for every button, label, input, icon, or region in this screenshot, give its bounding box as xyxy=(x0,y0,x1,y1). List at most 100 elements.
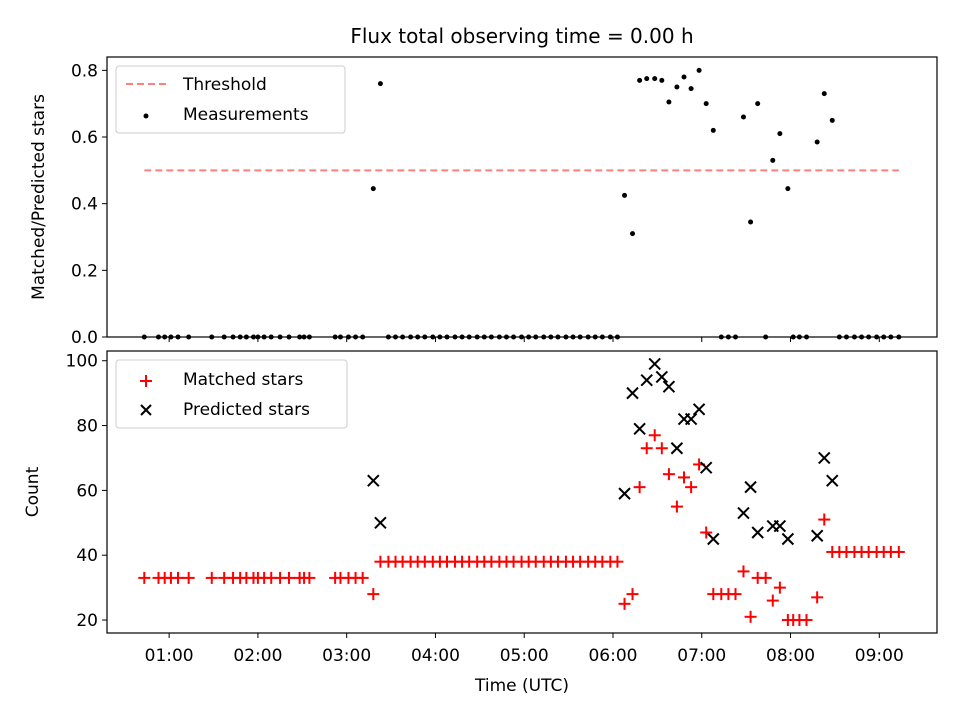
measurement-point xyxy=(370,186,376,192)
matched-point xyxy=(205,571,218,584)
y-tick-label: 100 xyxy=(66,352,98,372)
y-tick-label: 0.8 xyxy=(71,61,98,81)
predicted-point xyxy=(618,487,631,500)
predicted-point xyxy=(692,403,706,416)
matched-point xyxy=(766,594,779,607)
predicted-point xyxy=(633,422,646,436)
y-tick-label: 40 xyxy=(76,546,98,566)
predicted-point xyxy=(684,412,698,426)
matched-point xyxy=(737,565,750,578)
matched-point xyxy=(633,481,646,494)
measurement-point xyxy=(740,114,746,120)
ratio-x-ticks xyxy=(168,337,880,342)
count-legend-box xyxy=(115,359,348,429)
matched-legend-swatch xyxy=(140,375,152,387)
predicted-legend-label: Predicted stars xyxy=(183,400,310,420)
measurement-point xyxy=(710,127,716,133)
predicted-point xyxy=(707,532,720,546)
predicted-point xyxy=(670,442,684,455)
x-tick-label: 08:00 xyxy=(766,646,815,666)
y-tick-label: 20 xyxy=(76,611,98,631)
predicted-point xyxy=(699,461,713,474)
ratio-legend-box xyxy=(115,65,346,134)
predicted-point xyxy=(818,451,831,465)
measurement-point xyxy=(637,77,643,83)
x-tick-label: 02:00 xyxy=(233,646,282,666)
matched-point xyxy=(800,614,813,627)
ratio-y-axis-label: Matched/Predicted stars xyxy=(29,94,49,300)
measurement-point xyxy=(748,219,754,225)
matched-point xyxy=(744,610,757,623)
measurement-point xyxy=(829,117,835,123)
measurement-point xyxy=(755,101,761,107)
measurement-point xyxy=(821,91,827,97)
matched-point xyxy=(759,571,772,584)
predicted-point xyxy=(648,357,661,371)
matched-point xyxy=(670,500,683,513)
x-tick-label: 01:00 xyxy=(145,646,194,666)
predicted-point xyxy=(655,370,669,384)
matched-point xyxy=(640,442,653,455)
x-tick-label: 07:00 xyxy=(677,646,726,666)
predicted-point xyxy=(374,516,387,530)
measurements-legend-label: Measurements xyxy=(183,105,309,125)
count-legend: Matched stars Predicted stars xyxy=(115,359,348,429)
matched-point xyxy=(811,591,824,604)
measurement-point xyxy=(703,101,709,107)
measurement-point xyxy=(666,99,672,105)
measurement-point xyxy=(696,67,702,73)
x-tick-label: 09:00 xyxy=(855,646,904,666)
predicted-point xyxy=(751,526,764,539)
series-predicted-stars xyxy=(367,357,839,546)
predicted-point xyxy=(781,532,795,546)
measurement-point xyxy=(681,74,687,80)
count-y-axis: 20 40 60 80 100 xyxy=(66,352,107,631)
count-axes-frame xyxy=(106,350,938,634)
y-tick-label: 0.0 xyxy=(71,328,98,348)
count-plot-area xyxy=(138,357,905,627)
x-tick-label: 06:00 xyxy=(588,646,637,666)
matched-point xyxy=(303,571,316,584)
matched-point xyxy=(662,468,675,481)
predicted-point xyxy=(626,386,639,400)
predicted-point xyxy=(367,474,380,487)
measurement-point xyxy=(814,139,820,145)
matched-point xyxy=(685,481,698,494)
predicted-point xyxy=(640,373,653,387)
matched-legend-label: Matched stars xyxy=(183,370,303,390)
y-tick-label: 0.2 xyxy=(71,261,98,281)
measurement-point xyxy=(652,76,658,82)
figure-title: Flux total observing time = 0.00 h xyxy=(350,24,693,48)
measurement-point xyxy=(688,86,694,92)
x-tick-label: 05:00 xyxy=(500,646,549,666)
matched-point xyxy=(700,526,713,539)
measurement-point xyxy=(644,76,650,82)
y-tick-label: 0.6 xyxy=(71,128,98,148)
matched-point xyxy=(367,588,380,601)
matched-point xyxy=(356,571,369,584)
matched-point xyxy=(773,581,786,594)
predicted-point xyxy=(826,474,839,487)
count-panel: 20 40 60 80 100 01:00 02:00 03:00 04:00 05:00 06:… xyxy=(23,350,938,696)
x-tick-label: 03:00 xyxy=(322,646,371,666)
predicted-point xyxy=(773,519,787,533)
y-tick-label: 60 xyxy=(76,481,98,501)
matched-point xyxy=(648,429,661,442)
ratio-panel: 0.00.20.40.60.8 Matched/Predicted stars … xyxy=(29,56,938,348)
predicted-point xyxy=(737,506,750,520)
predicted-point xyxy=(810,529,824,542)
x-tick-label: 04:00 xyxy=(411,646,460,666)
matched-point xyxy=(818,513,831,526)
measurement-point xyxy=(674,84,680,90)
measurement-point xyxy=(630,231,636,237)
series-matched-stars xyxy=(138,429,905,627)
count-y-axis-label: Count xyxy=(23,466,43,517)
matched-point xyxy=(729,588,742,601)
predicted-legend-swatch xyxy=(140,404,152,416)
ratio-y-axis: 0.0 0.2 0.4 0.6 0.8 xyxy=(71,61,107,348)
matched-point xyxy=(182,571,195,584)
matched-point xyxy=(626,588,639,601)
count-x-axis-label: Time (UTC) xyxy=(474,676,569,696)
matched-point xyxy=(655,442,668,455)
